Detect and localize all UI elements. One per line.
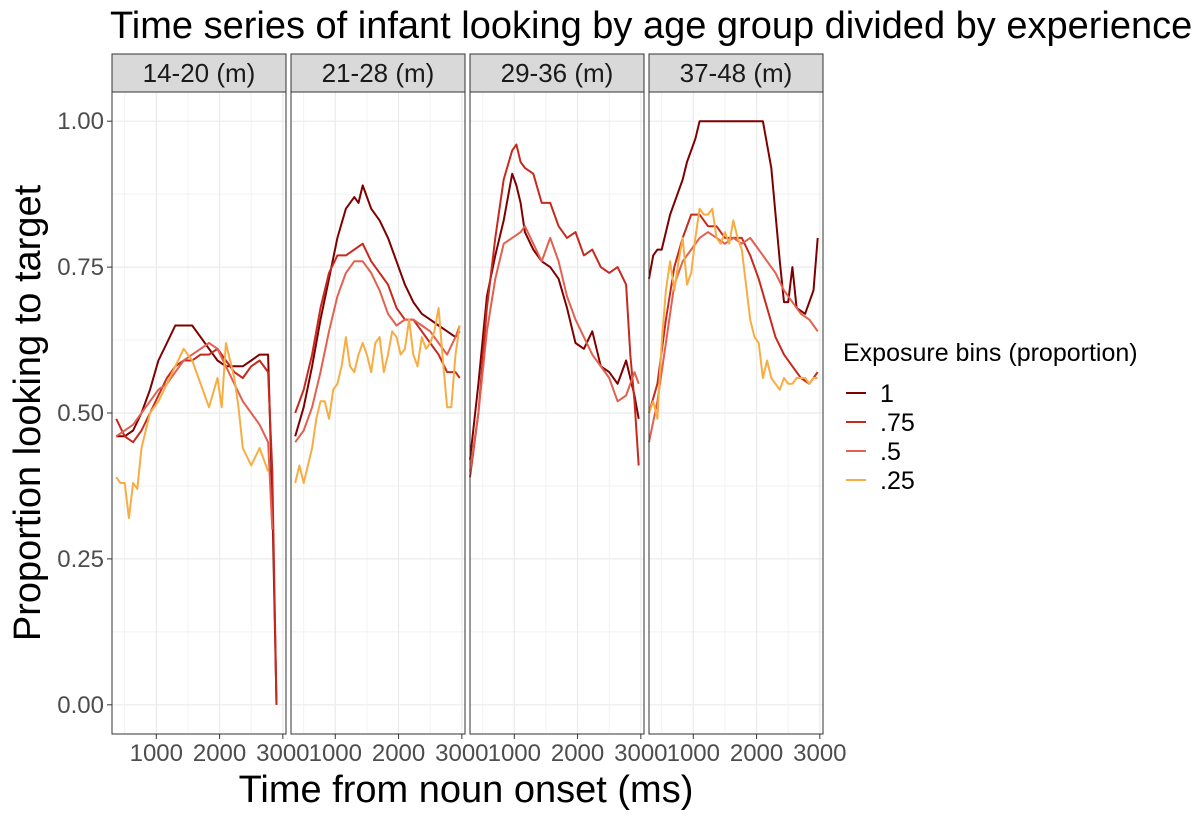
x-axis-title: Time from noun onset (ms) xyxy=(239,769,694,811)
x-tick-label: 1000 xyxy=(667,740,720,767)
x-tick-label: 2000 xyxy=(730,740,783,767)
x-tick-label: 2000 xyxy=(551,740,604,767)
legend-label: .5 xyxy=(880,438,901,466)
x-tick-label: 1000 xyxy=(488,740,541,767)
y-axis-title: Proportion looking to target xyxy=(7,184,49,641)
panel-border xyxy=(648,91,824,735)
y-tick-label: 0.00 xyxy=(57,692,104,719)
y-tick-label: 0.25 xyxy=(57,546,104,573)
y-tick-label: 1.00 xyxy=(57,108,104,135)
y-tick-label: 0.75 xyxy=(57,254,104,281)
facet-strip xyxy=(111,53,287,93)
facet-strip-label: 14-20 (m) xyxy=(143,58,256,88)
facet-strip-label: 29-36 (m) xyxy=(501,58,614,88)
legend-label: .25 xyxy=(880,467,915,495)
y-tick-label: 0.50 xyxy=(57,400,104,427)
panels-layer: 14-20 (m) 1000 2000 3000 21-28 (m) 1000 2000 30… xyxy=(111,53,847,767)
facet-panel: 29-36 (m) 1000 2000 3000 xyxy=(469,53,668,767)
series-line xyxy=(294,306,461,484)
y-axis: 0.00 0.25 0.50 0.75 1.00 xyxy=(57,108,112,719)
x-tick-label: 3000 xyxy=(793,740,846,767)
x-tick-label: 3000 xyxy=(614,740,667,767)
facet-strip xyxy=(648,53,824,93)
panel-border xyxy=(290,91,466,735)
series-line xyxy=(294,260,461,443)
series-line xyxy=(115,342,274,530)
legend: Exposure bins (proportion) 1.75.5.25 xyxy=(843,339,1138,495)
series-line xyxy=(294,242,461,414)
facet-strip xyxy=(469,53,645,93)
series-line xyxy=(294,184,461,437)
facet-panel: 37-48 (m) 1000 2000 3000 xyxy=(648,53,847,767)
facet-panel: 21-28 (m) 1000 2000 3000 xyxy=(290,53,489,767)
x-tick-label: 2000 xyxy=(372,740,425,767)
series-line xyxy=(648,207,818,420)
series-line xyxy=(648,120,819,315)
panel-border xyxy=(469,91,645,735)
facet-panel: 14-20 (m) 1000 2000 3000 xyxy=(111,53,310,767)
legend-label: 1 xyxy=(880,380,894,408)
series-line xyxy=(115,347,278,705)
chart-title: Time series of infant looking by age gro… xyxy=(110,5,1192,47)
x-tick-label: 1000 xyxy=(130,740,183,767)
x-tick-label: 1000 xyxy=(309,740,362,767)
x-tick-label: 3000 xyxy=(435,740,488,767)
series-line xyxy=(469,143,640,478)
facet-strip-label: 37-48 (m) xyxy=(680,58,793,88)
series-line xyxy=(469,172,640,460)
legend-title: Exposure bins (proportion) xyxy=(843,339,1138,367)
x-tick-label: 2000 xyxy=(193,740,246,767)
x-tick-label: 3000 xyxy=(256,740,309,767)
facet-strip-label: 21-28 (m) xyxy=(322,58,435,88)
series-line xyxy=(115,342,270,520)
legend-label: .75 xyxy=(880,409,915,437)
series-line xyxy=(469,225,640,472)
series-line xyxy=(116,324,278,705)
